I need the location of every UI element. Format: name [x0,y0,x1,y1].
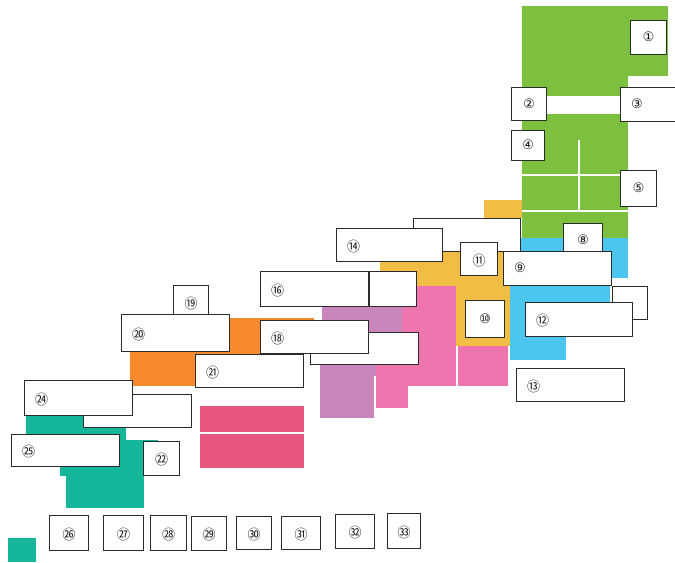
region-shikoku-north [200,406,304,432]
region-iwate [580,140,628,174]
region-kyushu-south [66,472,144,508]
label-box-21: ㉑ [195,354,304,388]
label-box-25: ㉕ [11,434,120,467]
region-shizuoka [458,346,508,386]
region-okinawa [8,538,36,562]
label-box-5: ⑤ [620,170,657,207]
label-box-14: ⑭ [336,228,443,262]
label-box-4: ④ [511,130,545,161]
label-box-11: ⑪ [460,242,498,276]
label-box-33: ㉝ [387,513,421,549]
region-kinki-south [320,376,374,418]
label-box-32: ㉜ [335,514,375,549]
label-box-26: ㉖ [49,515,89,551]
region-niigata-top [484,200,522,218]
label-box-13: ⑬ [516,368,625,402]
label-box-30: ㉚ [236,516,272,550]
region-mie [376,360,408,408]
label-box-18: ⑱ [260,320,369,354]
region-hokkaido-lower [522,76,628,96]
label-box-1: ① [630,20,667,55]
region-shikoku-south [200,434,304,468]
label-box-28: ㉘ [150,515,187,551]
label-box-31: ㉛ [281,516,321,550]
region-yamagata [522,176,578,210]
label-box-29: ㉙ [191,516,227,551]
label-box-22: ㉒ [143,441,180,476]
label-box-20: ⑳ [121,314,230,352]
label-box-blank-c [369,271,417,307]
label-box-27: ㉗ [103,515,144,551]
label-box-10: ⑩ [465,300,505,338]
label-box-12: ⑫ [525,302,633,337]
label-box-16: ⑯ [260,271,369,307]
label-box-24: ㉔ [24,380,133,416]
label-box-3: ③ [620,87,675,122]
label-box-2: ② [511,87,547,121]
label-box-19: ⑲ [173,285,209,319]
label-box-9: ⑨ [503,251,612,286]
